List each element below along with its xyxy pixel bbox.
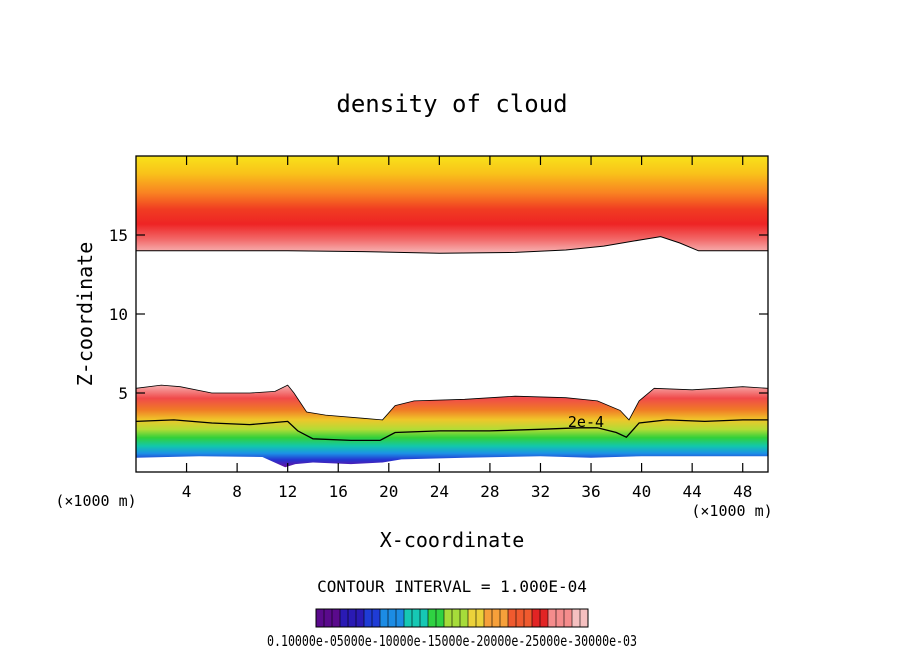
x-tick-label: 28	[480, 482, 499, 501]
colorbar-swatch	[380, 609, 389, 627]
colorbar-labels: 0.10000e-05000e-10000e-15000e-20000e-250…	[267, 632, 637, 650]
x-tick-label: 40	[632, 482, 651, 501]
x-axis-ticks: 4 8 12 16 20 24 28 32 36 40 44 48	[182, 156, 752, 501]
colorbar-swatch	[428, 609, 437, 627]
colorbar-swatch	[540, 609, 549, 627]
x-tick-label: 44	[683, 482, 702, 501]
colorbar-swatch	[468, 609, 477, 627]
plot-area: 2e-4	[135, 155, 769, 473]
colorbar-swatch	[532, 609, 541, 627]
colorbar-swatch	[316, 609, 325, 627]
contour-line-2e-4	[135, 419, 768, 442]
colorbar-swatch	[412, 609, 421, 627]
contour-label: 2e-4	[568, 413, 604, 431]
x-tick-label: 48	[733, 482, 752, 501]
colorbar-swatch	[372, 609, 381, 627]
colorbar-swatch	[356, 609, 365, 627]
colorbar-swatch	[452, 609, 461, 627]
x-tick-label: 8	[232, 482, 242, 501]
colorbar-swatch	[332, 609, 341, 627]
colorbar-swatch	[444, 609, 453, 627]
colorbar-swatch	[548, 609, 557, 627]
x-tick-label: 4	[182, 482, 192, 501]
colorbar-swatch	[484, 609, 493, 627]
upper-layer-base-contour	[136, 236, 768, 254]
y-axis-label: Z-coordinate	[73, 242, 97, 387]
colorbar-swatch	[580, 609, 589, 627]
colorbar-swatch	[324, 609, 333, 627]
lower-layer-top-contour	[135, 384, 769, 421]
colorbar-swatch	[404, 609, 413, 627]
chart-title: density of cloud	[336, 90, 567, 118]
colorbar-swatch	[388, 609, 397, 627]
colorbar-frame	[315, 608, 589, 628]
x-tick-label: 36	[581, 482, 600, 501]
colorbar-swatch	[516, 609, 525, 627]
colorbar-swatch	[460, 609, 469, 627]
colorbar-swatch	[508, 609, 517, 627]
colorbar-swatch	[564, 609, 573, 627]
colorbar-swatch	[572, 609, 581, 627]
x-unit-left: (×1000 m)	[55, 492, 136, 510]
x-unit-right: (×1000 m)	[691, 502, 772, 520]
colorbar-swatch	[524, 609, 533, 627]
y-tick-label: 10	[109, 305, 128, 324]
colorbar-swatch	[340, 609, 349, 627]
x-tick-label: 32	[531, 482, 550, 501]
x-axis-label: X-coordinate	[380, 528, 525, 552]
colorbar-swatch	[500, 609, 509, 627]
colorbar-swatch	[436, 609, 445, 627]
y-tick-label: 15	[109, 226, 128, 245]
x-tick-label: 24	[430, 482, 449, 501]
contour-interval-text: CONTOUR INTERVAL = 1.000E-04	[317, 577, 587, 596]
colorbar-swatch	[476, 609, 485, 627]
colorbar-swatch	[348, 609, 357, 627]
colorbar-swatch	[396, 609, 405, 627]
colorbar	[315, 608, 589, 628]
x-tick-label: 20	[379, 482, 398, 501]
x-tick-label: 16	[329, 482, 348, 501]
y-axis-ticks: 5 10 15	[109, 226, 768, 403]
colorbar-swatch	[364, 609, 373, 627]
lower-cloud-layer	[136, 385, 768, 468]
colorbar-swatch	[492, 609, 501, 627]
x-tick-label: 12	[278, 482, 297, 501]
y-tick-label: 5	[118, 384, 128, 403]
colorbar-swatch	[420, 609, 429, 627]
upper-cloud-layer	[136, 156, 768, 254]
colorbar-swatch	[556, 609, 565, 627]
